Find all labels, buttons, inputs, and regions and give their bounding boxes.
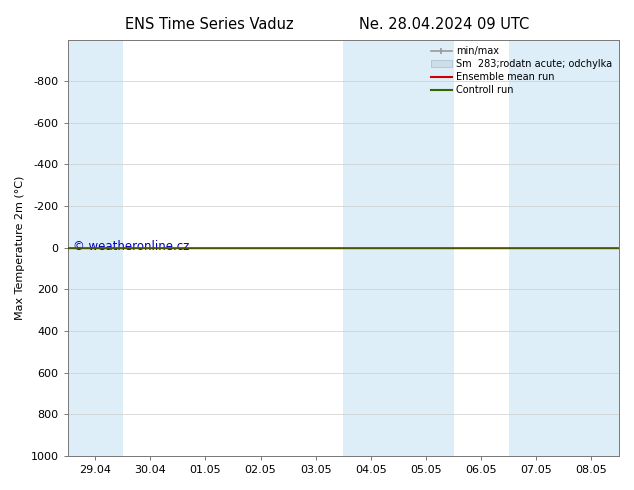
Bar (564, 40, 619, 456)
Bar (68, 40, 123, 456)
Text: ENS Time Series Vaduz: ENS Time Series Vaduz (125, 17, 294, 32)
Bar (508, 40, 564, 456)
Text: © weatheronline.cz: © weatheronline.cz (73, 241, 190, 253)
Text: Ne. 28.04.2024 09 UTC: Ne. 28.04.2024 09 UTC (359, 17, 529, 32)
Legend: min/max, Sm  283;rodatn acute; odchylka, Ensemble mean run, Controll run: min/max, Sm 283;rodatn acute; odchylka, … (427, 43, 616, 99)
Bar (343, 40, 398, 456)
Y-axis label: Max Temperature 2m (°C): Max Temperature 2m (°C) (15, 175, 25, 320)
Bar (398, 40, 453, 456)
